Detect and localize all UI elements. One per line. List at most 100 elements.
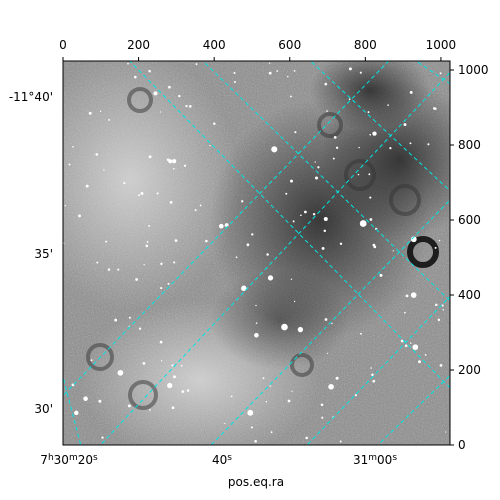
dec-grid-line (202, 61, 450, 302)
star (435, 303, 438, 307)
right-tick-label: 400 (458, 288, 481, 302)
star (409, 90, 413, 94)
star (292, 220, 295, 223)
star (233, 71, 236, 75)
star (178, 94, 181, 98)
star (405, 294, 409, 298)
star (194, 209, 197, 212)
ra-tick-label-2: 31m00s (353, 453, 397, 467)
star (290, 179, 293, 183)
star (254, 333, 259, 338)
star (74, 410, 79, 416)
star (317, 166, 320, 169)
star (427, 143, 430, 146)
star (246, 243, 250, 247)
star (135, 278, 138, 281)
star (209, 144, 211, 147)
axes-frame (62, 60, 451, 446)
star (199, 204, 202, 207)
top-tick-label: 400 (203, 38, 226, 52)
star (335, 146, 339, 149)
star (412, 344, 419, 351)
star (173, 167, 175, 170)
star (437, 318, 441, 322)
star (213, 122, 216, 126)
star (367, 111, 370, 114)
star (174, 239, 178, 242)
star (324, 82, 328, 86)
star (142, 362, 146, 365)
dust-rings (86, 87, 439, 410)
star (166, 158, 170, 161)
star (160, 262, 163, 266)
right-tick-label: 1000 (458, 63, 489, 77)
star (392, 250, 394, 252)
star (146, 241, 149, 243)
star (331, 322, 333, 325)
star (160, 360, 163, 362)
star (83, 396, 88, 402)
star (326, 352, 329, 354)
star (339, 440, 342, 443)
star (88, 111, 92, 115)
star (105, 240, 108, 243)
star (281, 323, 288, 331)
star (95, 153, 99, 156)
star-field (63, 62, 447, 443)
right-tick-label: 600 (458, 213, 481, 227)
ra-tick-label-0: 7h30m20s (40, 453, 98, 467)
top-tick-label: 200 (127, 38, 150, 52)
star (268, 62, 271, 64)
star (234, 81, 236, 83)
star (134, 75, 137, 79)
star (424, 354, 427, 356)
star (183, 164, 187, 167)
dec-grid-line (63, 374, 82, 445)
star (167, 282, 170, 285)
star (410, 292, 417, 298)
star (250, 426, 253, 429)
star (173, 261, 176, 264)
star (432, 107, 436, 110)
star (323, 229, 327, 233)
star (255, 322, 258, 324)
star (167, 382, 173, 389)
star (315, 176, 318, 180)
star (369, 196, 372, 199)
star (348, 98, 351, 101)
star (360, 332, 362, 335)
star (148, 155, 152, 159)
star (359, 220, 367, 227)
star (172, 159, 177, 164)
dec-tick-label-2: 30' (34, 402, 53, 416)
star (290, 278, 293, 280)
world-axes: 7h30m20s 40s 31m00s -11°40' 35' 30' (9, 90, 397, 467)
star (370, 367, 372, 369)
star (293, 300, 296, 303)
star (127, 62, 129, 65)
star (171, 364, 174, 367)
star (224, 422, 226, 425)
star (254, 439, 257, 443)
star (143, 263, 145, 266)
star (247, 409, 254, 416)
star (357, 173, 360, 176)
sky-image (63, 61, 450, 445)
star (159, 111, 162, 113)
star (445, 431, 447, 433)
star (321, 416, 324, 419)
star (96, 261, 99, 264)
star (389, 146, 392, 150)
star (269, 385, 272, 387)
star (128, 316, 131, 319)
pixel-axes: 0 200 400 600 800 1000 0 200 400 600 800 1000 (59, 38, 488, 452)
ra-grid-line (63, 61, 390, 397)
star (149, 409, 151, 411)
star (442, 309, 445, 311)
star (326, 110, 328, 112)
star (148, 224, 151, 227)
star (418, 360, 421, 364)
star (241, 285, 247, 292)
star (169, 201, 173, 204)
